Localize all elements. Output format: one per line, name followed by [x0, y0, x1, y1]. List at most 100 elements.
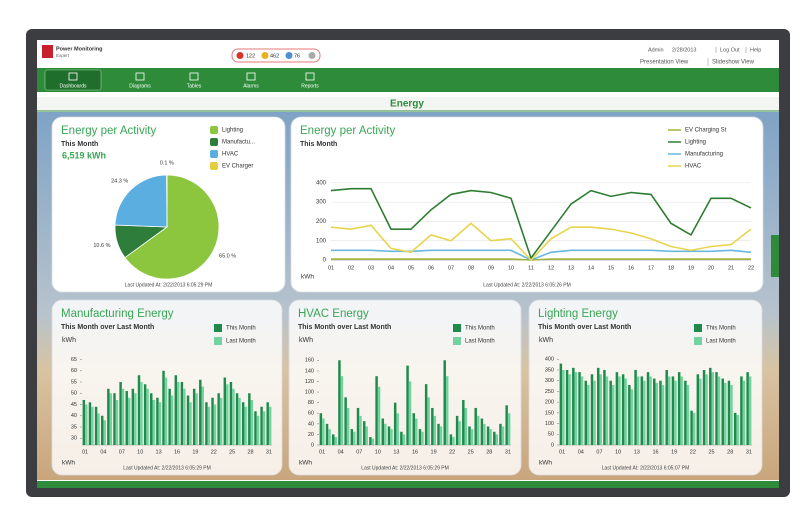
bar	[640, 376, 644, 445]
bar	[381, 418, 385, 445]
bar	[505, 405, 508, 445]
bar	[266, 402, 269, 445]
bar	[562, 370, 565, 445]
bar	[109, 393, 113, 445]
bar	[709, 367, 712, 445]
legend-label: EV Charger	[222, 164, 253, 170]
nav-item[interactable]: Alarms	[243, 72, 259, 89]
presentation-view-link[interactable]: Presentation View	[640, 60, 689, 66]
y-tick-label: 0	[311, 442, 314, 448]
bar	[593, 380, 596, 445]
y-axis-label: kWh	[539, 337, 553, 344]
side-tab[interactable]	[771, 235, 779, 277]
y-tick-label: 50	[71, 391, 77, 397]
bar	[686, 385, 690, 445]
bar	[458, 421, 461, 445]
footer-bar	[37, 481, 779, 488]
nav-item[interactable]: Diagrams	[129, 72, 151, 89]
slideshow-view-link[interactable]: Slideshow View	[712, 60, 755, 66]
y-axis-label: kWh	[301, 274, 314, 281]
x-tick-label: 22	[211, 449, 217, 455]
bar	[256, 415, 260, 445]
x-tick-label: 25	[229, 449, 235, 455]
legend-label: Last Month	[465, 339, 495, 345]
chart-subtitle: This Month over Last Month	[298, 324, 391, 331]
nav-item[interactable]: Tables	[187, 72, 202, 89]
bar	[137, 375, 141, 445]
bar	[667, 376, 671, 445]
logo-subtext: Expert	[56, 53, 70, 58]
bar	[353, 431, 356, 445]
nav-label: Reports	[301, 83, 319, 89]
y-tick-label: 80	[308, 400, 314, 406]
y-tick-label: 300	[316, 200, 327, 206]
bar	[319, 413, 323, 445]
x-tick-label: 31	[746, 449, 752, 455]
x-axis-label: kWh	[539, 460, 552, 467]
bar	[344, 397, 347, 445]
x-axis-label: kWh	[299, 460, 312, 467]
legend-label: Lighting	[222, 128, 243, 134]
chart-panel: Lighting Energy This Month over Last Mont…	[528, 299, 763, 476]
x-tick-label: 03	[368, 265, 374, 271]
bar	[346, 407, 350, 445]
y-tick-label: 100	[316, 238, 327, 244]
bar	[150, 393, 153, 445]
nav-label: Alarms	[243, 83, 259, 89]
help-link[interactable]: Help	[750, 47, 761, 53]
chart-panel: Energy per Activity This Month Last Update…	[51, 116, 286, 293]
bar	[455, 415, 459, 445]
y-tick-label: 60	[71, 368, 77, 374]
legend-label: HVAC	[685, 164, 702, 170]
bar	[723, 382, 727, 445]
bar	[742, 380, 746, 445]
chart-title: Manufacturing Energy	[61, 308, 174, 320]
bar	[168, 388, 171, 445]
x-tick-label: 19	[688, 265, 694, 271]
bar	[655, 382, 658, 445]
bar	[578, 372, 581, 445]
x-tick-label: 18	[668, 265, 674, 271]
alarm-count: 122	[246, 53, 255, 59]
bar	[406, 365, 409, 445]
alarm-count: 462	[270, 53, 279, 59]
y-tick-label: 30	[71, 436, 77, 442]
last-updated: Last Updated At: 2/22/2013 6:05:29 PM	[125, 282, 213, 288]
bar	[365, 426, 368, 445]
y-tick-label: 60	[308, 411, 314, 417]
bar	[568, 374, 571, 445]
bar	[445, 376, 449, 445]
x-tick-label: 16	[174, 449, 180, 455]
bar	[501, 426, 505, 445]
x-tick-label: 19	[671, 449, 677, 455]
nav-icon	[135, 72, 145, 81]
x-tick-label: 31	[266, 449, 272, 455]
bar	[125, 391, 128, 445]
y-tick-label: 100	[305, 390, 314, 396]
legend-swatch	[453, 324, 461, 332]
bar	[621, 374, 625, 445]
x-tick-label: 21	[728, 265, 734, 271]
bar	[452, 437, 455, 445]
slice-label: 65.0 %	[219, 254, 236, 260]
legend-swatch	[694, 324, 702, 332]
bar	[359, 415, 362, 445]
bar	[217, 393, 220, 445]
legend-swatch	[210, 138, 218, 146]
bar	[433, 415, 437, 445]
nav-item[interactable]: Reports	[301, 72, 319, 89]
bar	[611, 385, 615, 445]
x-tick-label: 01	[82, 449, 88, 455]
alarm-indicator[interactable]	[231, 48, 321, 63]
bar	[486, 426, 490, 445]
bar	[180, 382, 184, 445]
bar	[211, 397, 214, 445]
bar	[468, 426, 471, 445]
alarm-icon	[285, 52, 293, 59]
bar	[152, 400, 155, 445]
bar	[705, 374, 708, 445]
logout-link[interactable]: Log Out	[720, 47, 740, 53]
bar	[121, 388, 125, 445]
bar	[350, 429, 354, 445]
nav-item[interactable]: Dashboards	[60, 72, 87, 89]
